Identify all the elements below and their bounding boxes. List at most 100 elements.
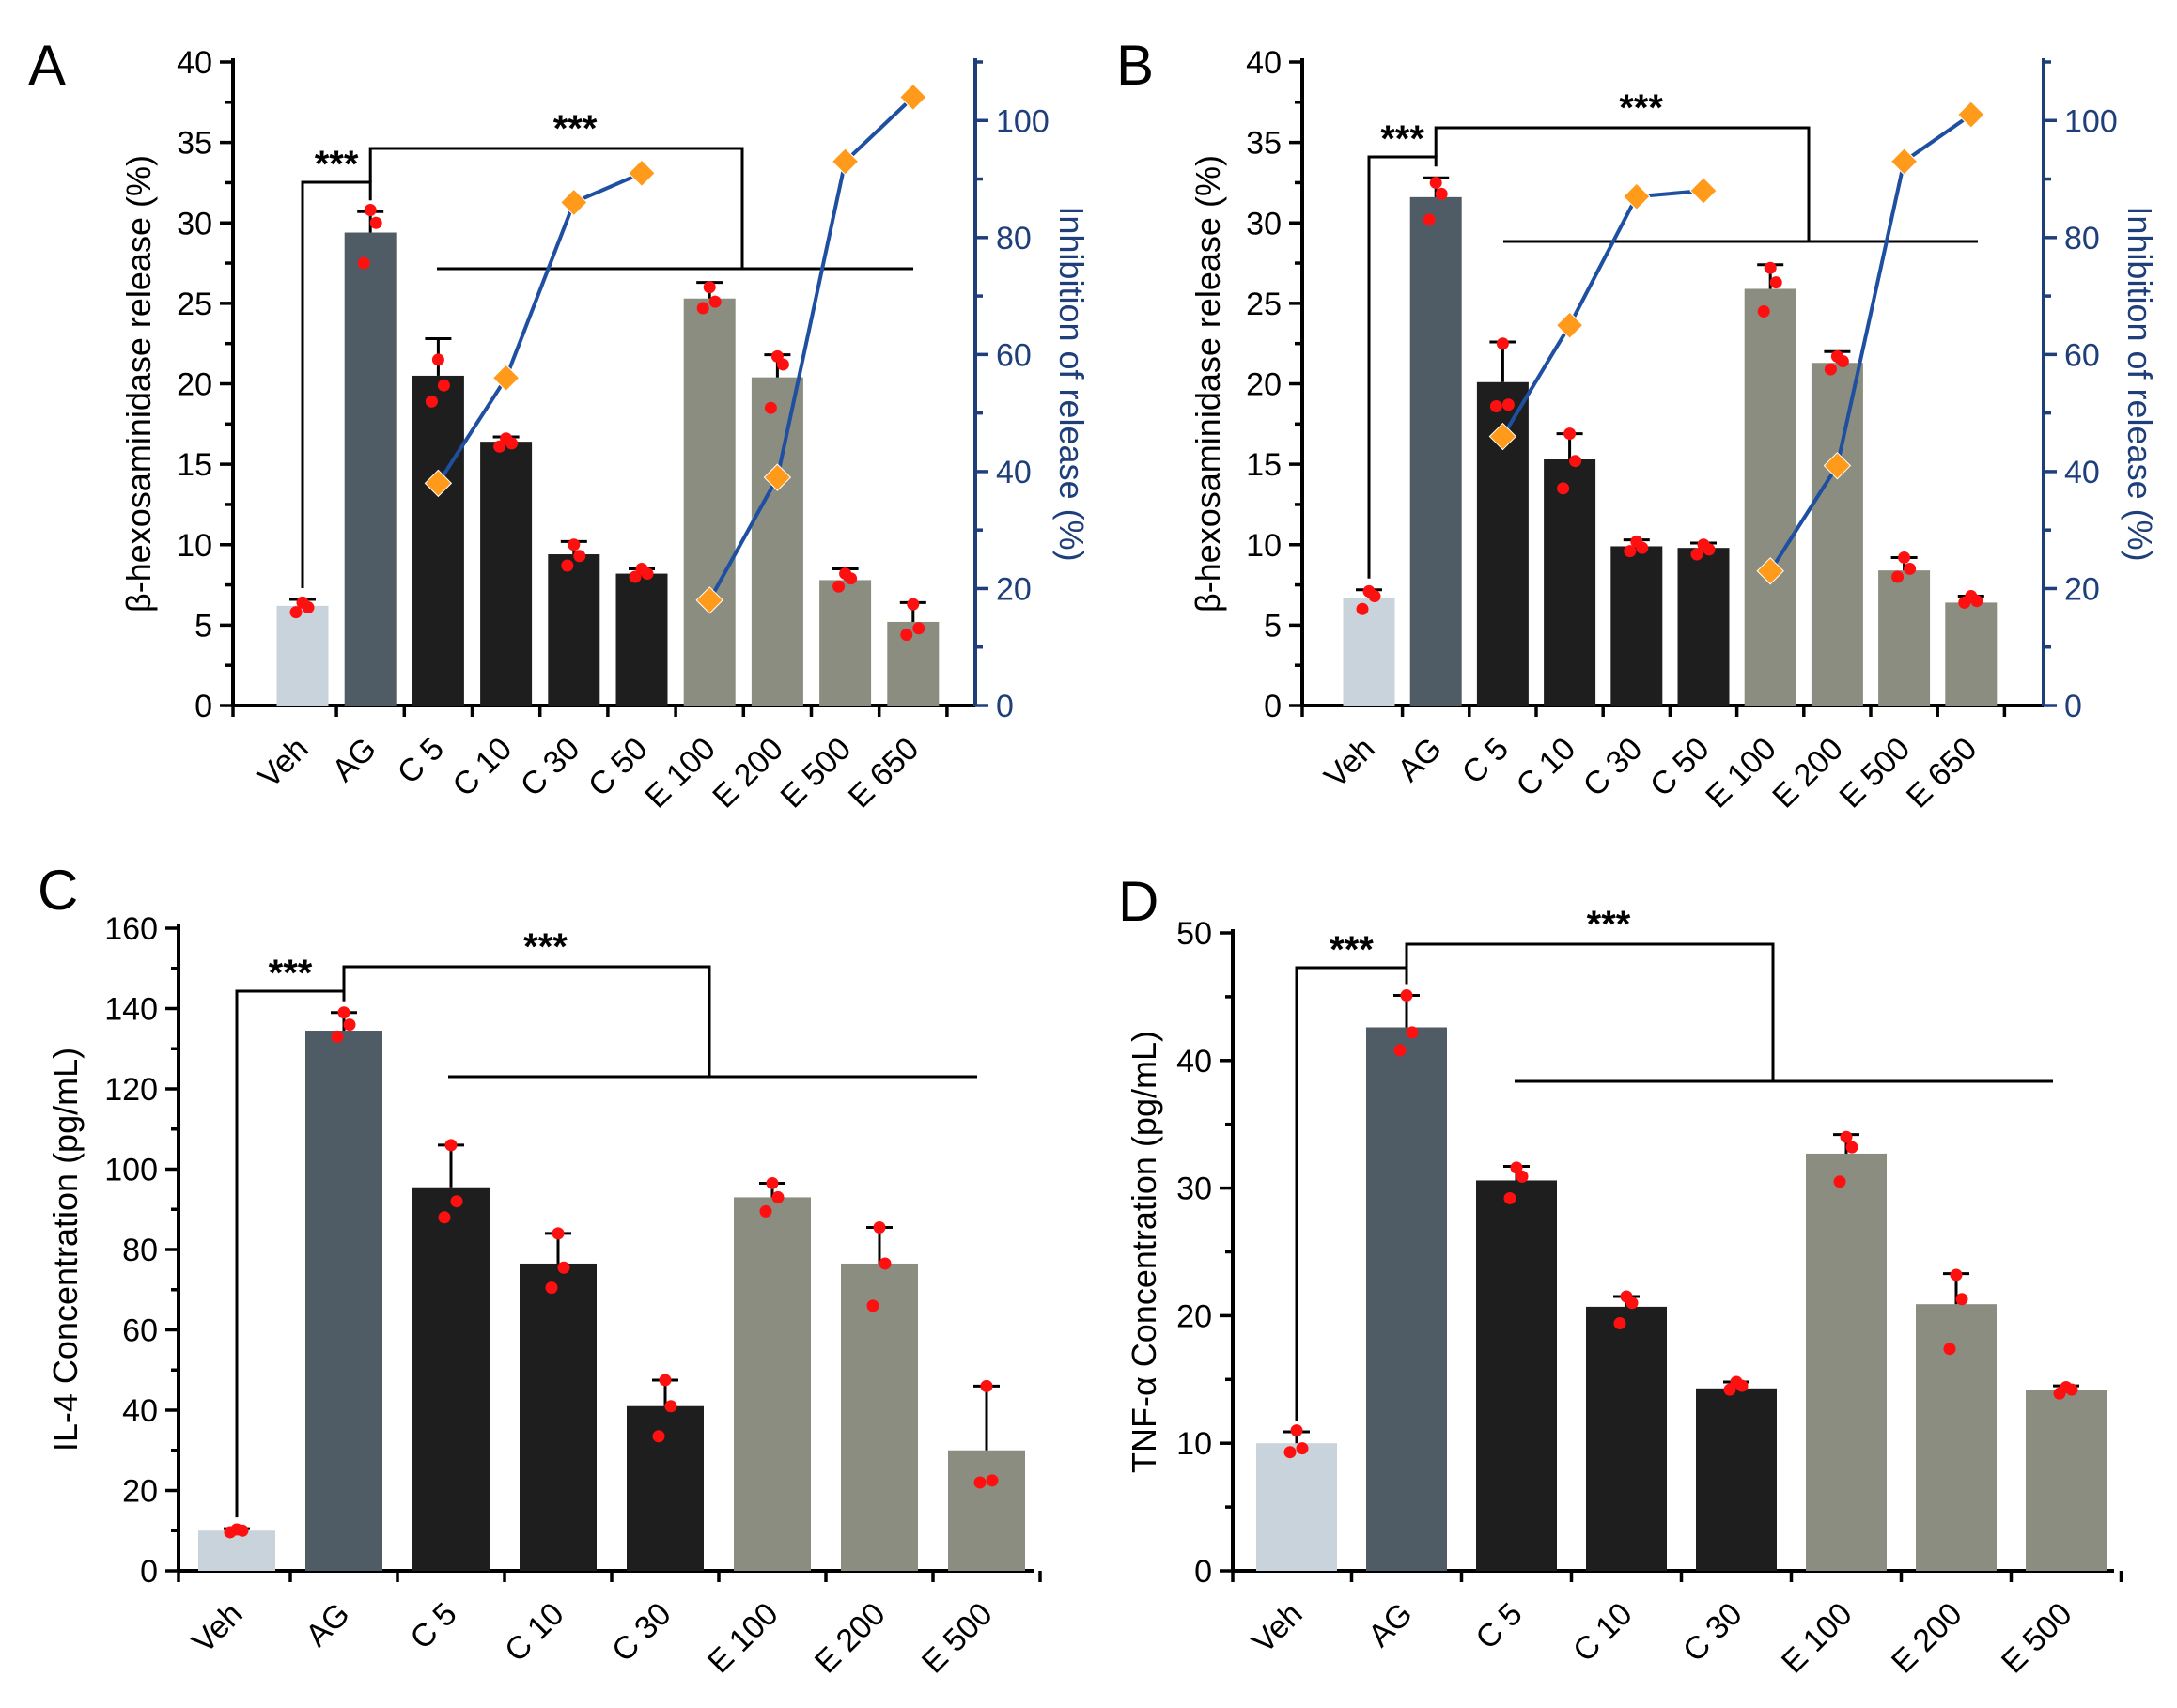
panel-a-inhibition-marker: [695, 586, 723, 614]
panel-a-x-tick-label: AG: [325, 731, 383, 789]
panel-b-sig-bracket-veh-ag: [1367, 155, 1438, 579]
panel-d-data-point: [1955, 1293, 1968, 1306]
panel-a-data-point: [369, 216, 382, 229]
panel-b-chart: 0 5 10 15 20 25 30 35 40 β-hexosaminidase release…: [1189, 45, 2159, 815]
panel-b-x-tick-label: C 10: [1510, 731, 1583, 804]
panel-c-data-point: [759, 1204, 772, 1218]
panel-b-bar: [1677, 548, 1730, 706]
panel-a-data-point: [573, 550, 586, 563]
panel-a-y-tick-label: 35: [177, 126, 212, 162]
panel-d-data-point: [1943, 1343, 1956, 1356]
panel-d-sig-label-veh-ag: ***: [1330, 929, 1374, 970]
panel-d-x-tick-label: C 10: [1566, 1596, 1640, 1669]
panel-b-data-point: [1557, 482, 1570, 495]
panel-a-bar: [819, 580, 872, 706]
panel-b-y2-tick-label: 20: [2064, 571, 2100, 607]
panel-b-data-point: [1624, 545, 1637, 558]
panel-b-data-point: [1697, 538, 1710, 551]
panel-a-y-tick-label: 30: [177, 206, 212, 241]
panel-a-y-tick-label: 0: [194, 689, 212, 724]
panel-a-inhibition-line: [708, 95, 915, 601]
panel-c-sig-label-ag-treatments: ***: [523, 926, 568, 968]
panel-b-y-tick-label: 40: [1246, 45, 1282, 81]
panel-c-sig-label-veh-ag: ***: [269, 953, 313, 994]
panel-c-data-point: [973, 1476, 987, 1489]
panel-c-data-point: [230, 1523, 243, 1536]
panel-c-y-tick-label: 60: [122, 1313, 158, 1349]
panel-c-y-tick-label: 20: [122, 1474, 158, 1510]
panel-c-data-point: [337, 1006, 350, 1019]
panel-d-bar: [1256, 1443, 1337, 1571]
panel-a-sig-bracket-ag-treatments: [368, 147, 744, 269]
panel-b-data-point: [1356, 602, 1369, 615]
panel-a-data-point: [832, 580, 846, 593]
panel-c-data-point: [771, 1190, 785, 1203]
panel-d-chart: 0 10 20 30 40 50 TNF-α Concentration (pg/mL) Ve…: [1125, 904, 2123, 1681]
panel-d-data-point: [1406, 1026, 1419, 1039]
panel-a-inhibition-marker: [831, 148, 860, 176]
panel-a-data-point: [425, 395, 438, 408]
panel-c-bar: [520, 1263, 597, 1571]
panel-a-data-point: [364, 204, 377, 217]
panel-a-bar: [548, 554, 600, 706]
panel-c-data-point: [545, 1281, 558, 1295]
panel-b-inhibition-line: [1501, 189, 1704, 438]
panel-b-x-tick-label: E 500: [1833, 731, 1918, 815]
panel-a-y2-tick-label: 40: [996, 455, 1032, 490]
panel-d-bar: [1806, 1153, 1887, 1571]
panel-a-inhibition-marker: [491, 364, 521, 392]
panel-a-inhibition-marker: [628, 159, 656, 188]
panel-c-y-axis-title: IL-4 Concentration (pg/mL): [46, 1048, 85, 1452]
panel-d-bar: [1366, 1027, 1447, 1571]
panel-c-y-tick-label: 40: [122, 1393, 158, 1429]
panel-b-data-point: [1824, 363, 1837, 376]
panel-d-data-point: [1613, 1317, 1626, 1330]
panel-a-y2-tick-label: 100: [996, 103, 1050, 139]
panel-c-bar: [734, 1197, 811, 1571]
panel-c-sig-bracket-ag-treatments: [342, 965, 711, 1077]
panel-a-y2-axis-title: Inhibition of release (%): [1052, 206, 1091, 561]
panel-a-bar: [683, 298, 736, 706]
panel-a-bar: [887, 621, 940, 706]
panel-d-data-point: [1840, 1130, 1853, 1143]
panel-d-x-tick-label: E 100: [1775, 1596, 1859, 1681]
panel-a-x-tick-label: E 200: [706, 731, 790, 815]
panel-d-sig-bracket-ag-treatments: [1405, 942, 1775, 1081]
panel-c-data-point: [664, 1400, 677, 1413]
panel-label-b: B: [1116, 34, 1154, 97]
panel-d-bar: [1476, 1180, 1557, 1571]
panel-a-x-tick-label: C 5: [391, 731, 451, 791]
panel-a-data-point: [708, 295, 722, 308]
panel-label-d: D: [1118, 870, 1158, 933]
panel-b-sig-label-ag-treatments: ***: [1619, 87, 1663, 129]
panel-a-x-tick-label: E 650: [842, 731, 926, 815]
panel-c-data-point: [659, 1374, 672, 1387]
panel-d-x-tick-label: C 30: [1676, 1596, 1749, 1669]
panel-b-data-point: [1630, 535, 1643, 548]
panel-b-data-point: [1501, 398, 1515, 411]
panel-a-y-tick-label: 25: [177, 287, 212, 322]
panel-c-bar: [305, 1031, 382, 1571]
panel-c-data-point: [866, 1299, 879, 1312]
panel-b-inhibition-marker: [1823, 451, 1852, 480]
panel-b-y2-axis-title: Inhibition of release (%): [2121, 206, 2159, 561]
panel-c-y-tick-label: 80: [122, 1233, 158, 1268]
panel-a-data-point: [431, 353, 444, 366]
panel-b-x-tick-label: E 650: [1900, 731, 1984, 815]
panel-d-x-tick-label: Veh: [1245, 1596, 1309, 1660]
panel-d-y-tick-label: 30: [1176, 1172, 1212, 1207]
panel-b-y-tick-label: 20: [1246, 367, 1282, 403]
panel-a-data-point: [764, 401, 777, 414]
panel-c-x-tick-label: C 30: [605, 1596, 678, 1669]
panel-a-y-tick-label: 10: [177, 528, 212, 564]
panel-b-y-axis-title: β-hexosaminidase release (%): [1189, 155, 1227, 613]
panel-a-sig-bracket-veh-ag: [301, 180, 372, 588]
panel-b-x-tick-label: E 200: [1765, 731, 1850, 815]
panel-c-x-tick-label: C 10: [498, 1596, 571, 1669]
panel-c-y-tick-label: 100: [104, 1153, 158, 1188]
panel-d-data-point: [1845, 1141, 1858, 1154]
panel-c-x-tick-label: E 200: [808, 1596, 893, 1681]
panel-d-y-tick-label: 0: [1194, 1554, 1212, 1590]
panel-b-bar: [1945, 602, 1998, 706]
panel-a-data-point: [907, 598, 920, 611]
